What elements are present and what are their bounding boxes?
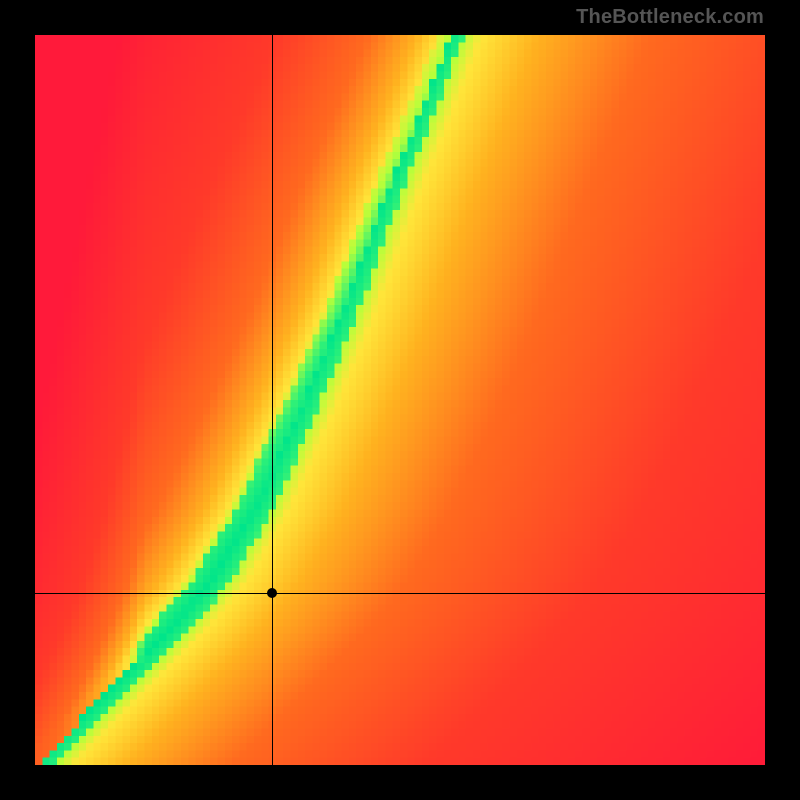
heatmap-plot	[35, 35, 765, 765]
watermark-text: TheBottleneck.com	[576, 6, 764, 29]
crosshair-horizontal	[35, 593, 765, 594]
crosshair-vertical	[272, 35, 273, 765]
